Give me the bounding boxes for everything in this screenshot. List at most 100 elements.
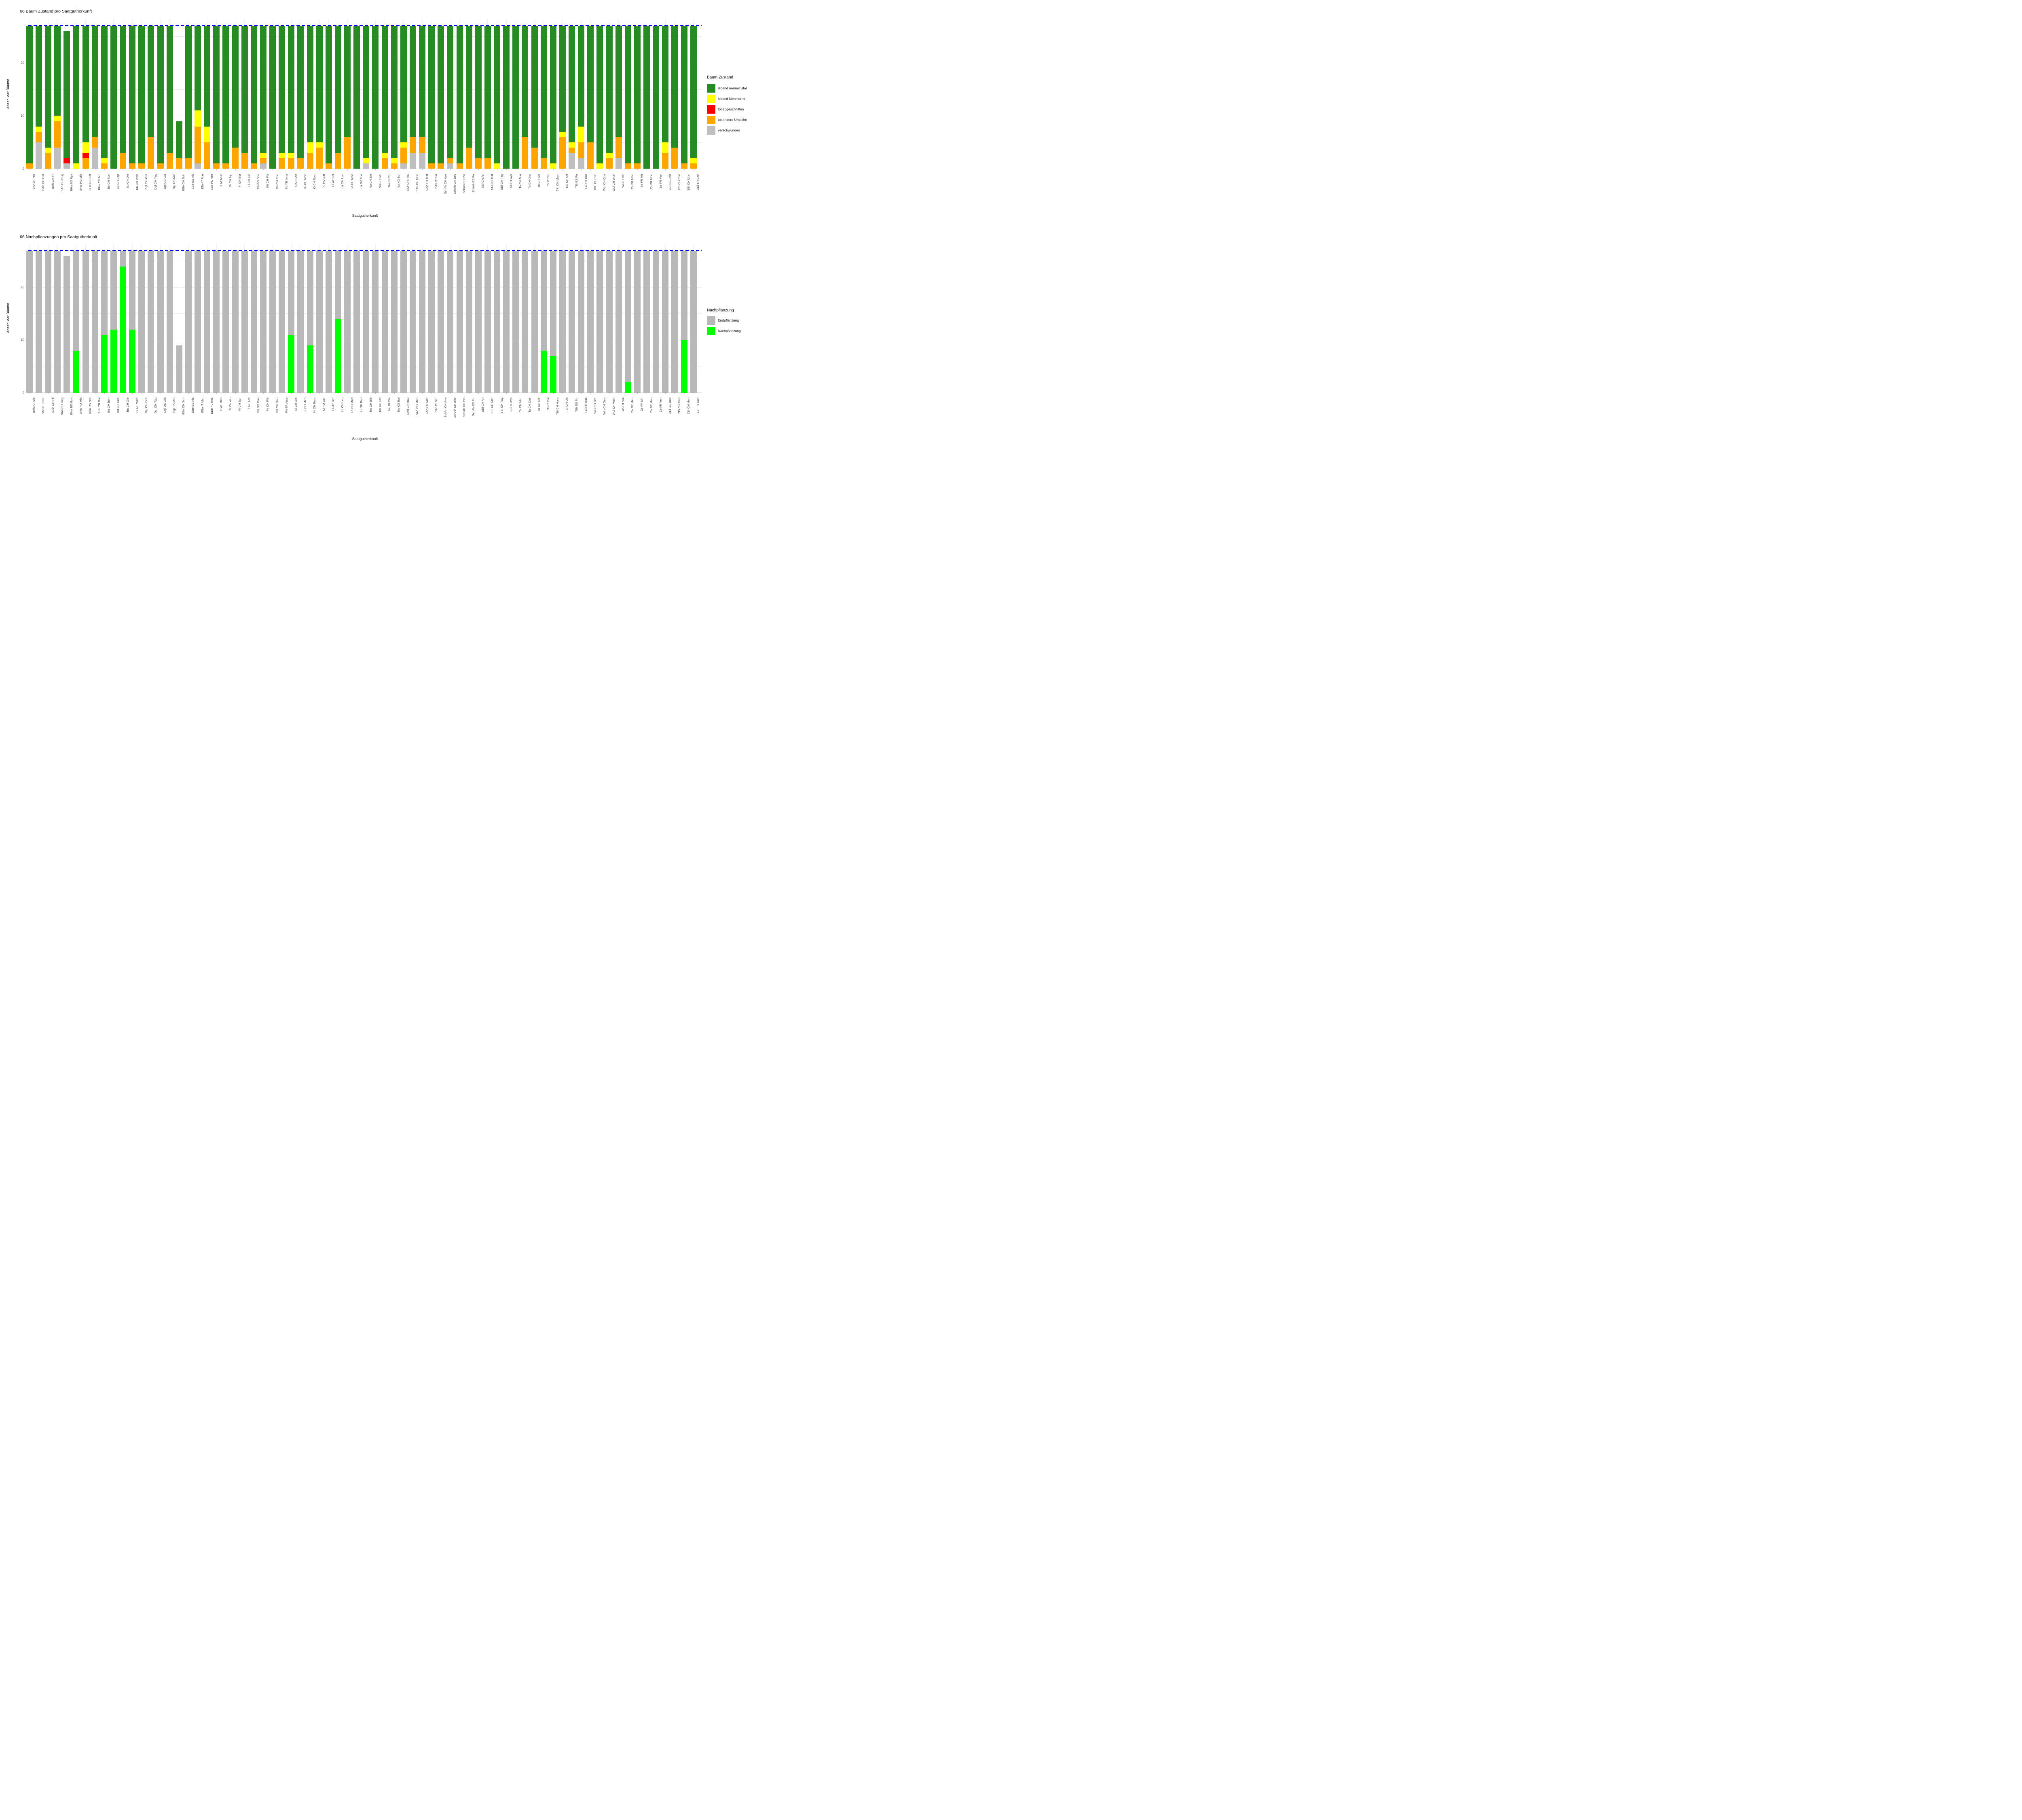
x-tick-label: Nu CH Sel [378,174,382,188]
x-axis-title: Saatgutherkunft [352,214,378,218]
axis-tick [684,169,685,170]
x-tick-label: Ta IT Cal [546,398,550,410]
x-tick-label: BHa TR Bol [97,398,102,414]
bar-segment-lebend-normal-vital [540,25,547,159]
bar-segment-lebend-kümmernd [82,142,89,153]
bar-segment-erstpflanzung [653,250,660,393]
x-tick-label: SAh IT Bar [434,398,438,413]
x-tick-label: ZEi CH Cad [677,398,681,414]
bar-segment-erstpflanzung [428,250,435,393]
bar-segment-nachpflanzung [681,340,687,393]
axis-tick [347,169,348,170]
x-tick-label: Ze FR Mén [630,174,635,189]
axis-tick [553,392,554,394]
bar-segment-lebend-normal-vital [148,25,154,137]
x-tick-label: WLi CH Bre [593,398,597,414]
x-tick-label: WLi IT Val [621,398,625,411]
bar-segment-tot-andere-ursache [250,163,257,169]
bar-segment-tot-andere-ursache [241,153,248,169]
bar-segment-tot-andere-ursache [35,131,42,142]
bar-segment-lebend-normal-vital [578,25,585,127]
bar-segment-erstpflanzung [129,250,136,330]
x-tick-label: Lä SK Pod [359,174,363,188]
bar-segment-erstpflanzung [213,250,220,393]
bar-segment-erstpflanzung [325,250,332,393]
bar-segment-erstpflanzung [634,250,641,393]
x-tick-label: SAh FR Mor [425,398,429,415]
bar-segment-erstpflanzung [503,250,510,393]
axis-tick [431,392,432,394]
axis-tick [609,169,610,170]
bar-segment-tot-andere-ursache [456,163,463,169]
bar-segment-lebend-kümmernd [569,142,575,148]
bar-segment-lebend-normal-vital [325,25,332,164]
axis-tick [57,169,58,170]
bar-segment-lebend-kümmernd [494,163,501,169]
figure: 66 Baum Zustand pro Saatgutherkunft 66 N… [0,0,758,455]
bar-segment-lebend-normal-vital [176,121,182,159]
x-tick-label: Nu IN Chi [387,174,391,187]
x-tick-label: Fö CH Sou [275,174,279,189]
x-tick-label: SchAh CH Bev [453,398,457,418]
bar-segment-erstpflanzung [671,250,678,393]
bar-segment-lebend-normal-vital [419,25,426,137]
bar-segment-lebend-kümmernd [662,142,669,153]
x-tick-label: EBe PL Rez [209,174,214,190]
x-tick-label: Fi CH Bur [238,174,242,187]
bar-segment-erstpflanzung [185,250,192,393]
bar-segment-lebend-kümmernd [381,153,388,159]
bar-segment-erstpflanzung [195,250,201,393]
x-tick-label: SEi CH Täg [499,398,503,414]
legend-label: verschwunden [718,128,740,132]
x-tick-label: BAh CH Cor [41,174,45,191]
bar-segment-nachpflanzung [120,266,127,393]
axis-tick [665,392,666,394]
x-tick-label: SchAh CH Pla [462,174,466,193]
axis-tick [179,392,180,394]
bar-segment-tot-andere-ursache [428,163,435,169]
bar-segment-erstpflanzung [176,345,182,393]
axis-tick [590,392,591,394]
bar-segment-lebend-kümmernd [307,142,313,153]
x-tick-label: Dgl CH Grä [144,398,148,413]
bar-segment-erstpflanzung [157,250,164,393]
bar-segment-lebend-normal-vital [681,25,687,164]
bar-segment-erstpflanzung [662,250,669,393]
bar-segment-tot-andere-ursache [634,163,641,169]
x-tick-label: SAh FR Mor [425,174,429,191]
bar-segment-erstpflanzung [73,250,80,351]
gridline-horizontal [28,392,702,393]
x-tick-label: SchAh CH Bev [453,174,457,195]
x-tick-label: BHa TR Bol [97,174,102,190]
bar-segment-erstpflanzung [465,250,472,393]
axis-tick [235,392,236,394]
bar-segment-tot-andere-ursache [288,158,295,169]
bar-segment-lebend-normal-vital [522,25,529,137]
bar-segment-lebend-kümmernd [101,158,108,164]
bar-segment-verschwunden [91,148,98,169]
bar-segment-lebend-normal-vital [316,25,323,142]
axis-tick [394,169,395,170]
legend-swatch-nachpflanzung [707,327,715,335]
x-tick-label: ZEi CH Mon [687,398,691,414]
bar-segment-erstpflanzung [484,250,491,393]
bar-segment-erstpflanzung [512,250,519,393]
axis-tick [310,392,311,394]
x-tick-label: Bu CH Die [125,398,129,412]
bar-segment-nachpflanzung [334,319,341,393]
bar-segment-lebend-normal-vital [35,25,42,127]
bar-segment-erstpflanzung [35,250,42,393]
axis-tick [469,169,470,170]
bar-segment-erstpflanzung [391,250,398,393]
legend-title: Baum Zustand [707,75,734,80]
bar-segment-lebend-normal-vital [120,25,127,153]
x-tick-label: SEi CH Mar [490,174,494,190]
bar-segment-lebend-normal-vital [606,25,613,153]
x-tick-label: Fö CH Sou [275,398,279,413]
bar-segment-lebend-normal-vital [241,25,248,153]
x-tick-label: Lä CH Mad [350,174,354,189]
bar-segment-erstpflanzung [550,250,556,356]
bar-segment-tot-andere-ursache [185,158,192,169]
bar-segment-verschwunden [569,153,575,169]
bar-segment-erstpflanzung [166,250,173,393]
